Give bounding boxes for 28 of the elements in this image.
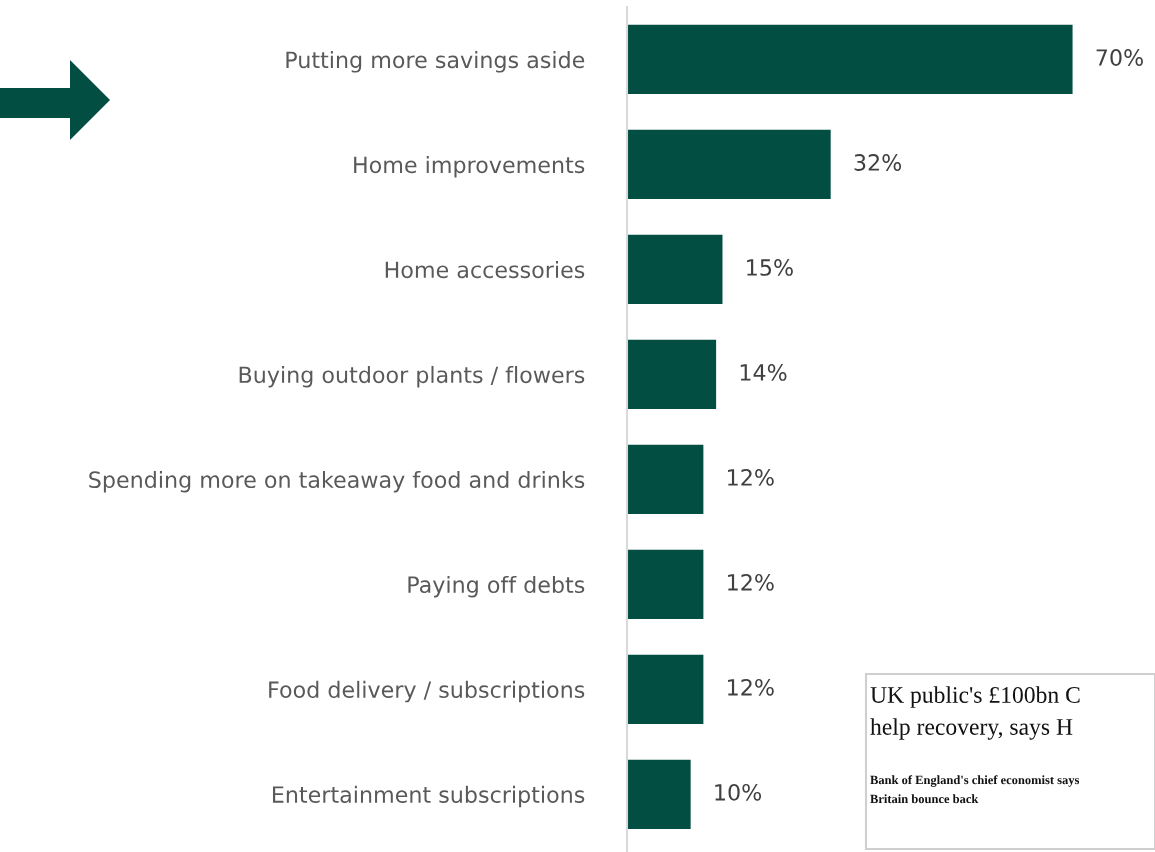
bar	[627, 24, 1073, 95]
y-tick-label: Buying outdoor plants / flowers	[239, 365, 585, 388]
y-tick-label: Home improvements	[354, 156, 585, 178]
bar	[627, 759, 691, 829]
data-label: 15%	[747, 259, 793, 276]
bar	[627, 129, 831, 200]
y-tick-label: Home accessories	[385, 260, 585, 279]
data-label: 70%	[1096, 49, 1143, 66]
data-label: 12%	[728, 678, 774, 696]
annotation: Bank of England's chief economist says	[870, 775, 1080, 787]
bar	[627, 549, 704, 619]
y-tick-label: Paying off debts	[408, 575, 585, 598]
bar	[627, 654, 704, 724]
y-tick-label: Entertainment subscriptions	[272, 785, 585, 808]
data-label: 32%	[854, 154, 902, 171]
y-tick-label: Putting more savings aside	[286, 51, 585, 73]
data-label: 12%	[728, 573, 774, 591]
y-tick-label: Spending more on takeaway food and drinks	[89, 470, 585, 493]
bar	[627, 444, 704, 514]
annotation: Britain bounce back	[870, 794, 979, 804]
bar	[627, 234, 723, 305]
data-label: 14%	[740, 364, 787, 381]
data-label: 12%	[728, 469, 774, 486]
annotation: help recovery, says H	[870, 718, 1073, 740]
annotation: UK public's £100bn C	[870, 686, 1080, 708]
bar	[627, 339, 717, 410]
data-label: 10%	[715, 783, 762, 801]
y-tick-label: Food delivery / subscriptions	[269, 680, 585, 703]
